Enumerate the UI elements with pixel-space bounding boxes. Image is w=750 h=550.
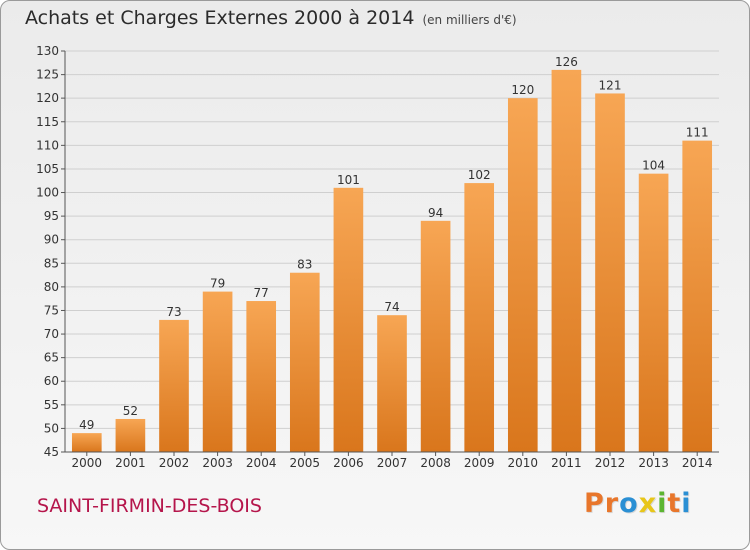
chart-unit: (en milliers d'€)	[422, 13, 517, 27]
bar	[202, 291, 233, 452]
y-tick-label: 90	[44, 233, 59, 247]
data-label: 49	[79, 418, 94, 432]
data-label: 79	[210, 277, 225, 291]
data-label: 74	[384, 300, 399, 314]
bar	[551, 69, 582, 452]
data-label: 83	[297, 258, 312, 272]
y-tick-label: 75	[44, 303, 59, 317]
bar	[595, 93, 625, 452]
y-tick-label: 80	[44, 280, 59, 294]
logo-letter: i	[681, 488, 692, 519]
y-tick-label: 70	[44, 327, 59, 341]
chart-title-text: Achats et Charges Externes 2000 à 2014	[25, 7, 415, 29]
bar	[682, 140, 713, 452]
data-label: 73	[166, 305, 181, 319]
y-tick-label: 95	[44, 209, 59, 223]
y-tick-label: 110	[36, 138, 59, 152]
logo-letter: o	[619, 488, 639, 519]
proxiti-logo[interactable]: Proxiti	[584, 488, 692, 519]
bar	[464, 183, 495, 452]
bar	[289, 272, 320, 452]
x-tick-label: 2004	[246, 456, 277, 470]
data-label: 52	[123, 404, 138, 418]
data-label: 94	[428, 206, 443, 220]
logo-letter: r	[604, 488, 620, 519]
data-label: 102	[468, 168, 491, 182]
chart-title: Achats et Charges Externes 2000 à 2014 (e…	[25, 7, 517, 29]
x-tick-label: 2009	[464, 456, 495, 470]
logo-letter: i	[657, 488, 668, 519]
y-tick-label: 45	[44, 445, 59, 459]
commune-name: SAINT-FIRMIN-DES-BOIS	[37, 495, 262, 517]
logo-letter: t	[667, 488, 682, 519]
logo-letter: x	[638, 488, 658, 519]
y-tick-label: 130	[36, 44, 59, 58]
y-tick-label: 50	[44, 421, 59, 435]
data-label: 104	[642, 159, 665, 173]
bar	[507, 98, 538, 453]
bar	[115, 418, 146, 452]
x-tick-label: 2001	[115, 456, 146, 470]
data-label: 77	[254, 286, 269, 300]
x-tick-label: 2005	[290, 456, 321, 470]
bar	[159, 319, 189, 452]
y-tick-label: 60	[44, 374, 59, 388]
x-tick-label: 2007	[377, 456, 408, 470]
y-tick-label: 85	[44, 256, 59, 270]
x-tick-label: 2008	[420, 456, 451, 470]
y-tick-label: 105	[36, 162, 59, 176]
x-tick-label: 2002	[159, 456, 190, 470]
x-tick-label: 2010	[508, 456, 539, 470]
x-tick-label: 2013	[638, 456, 669, 470]
x-tick-label: 2000	[72, 456, 103, 470]
x-tick-label: 2003	[202, 456, 233, 470]
y-tick-label: 125	[36, 68, 59, 82]
y-tick-label: 55	[44, 398, 59, 412]
x-tick-label: 2012	[595, 456, 626, 470]
x-tick-label: 2014	[682, 456, 713, 470]
bar	[420, 220, 451, 452]
data-label: 111	[686, 126, 709, 140]
data-label: 101	[337, 173, 360, 187]
bar	[71, 433, 102, 452]
logo-letter: P	[584, 488, 605, 519]
data-label: 126	[555, 55, 578, 69]
x-tick-label: 2011	[551, 456, 582, 470]
y-tick-label: 115	[36, 115, 59, 129]
y-tick-label: 100	[36, 186, 59, 200]
bar	[638, 173, 669, 453]
bar	[246, 301, 277, 452]
bar	[333, 187, 364, 452]
bar	[377, 315, 407, 452]
data-label: 120	[511, 83, 534, 97]
x-tick-label: 2006	[333, 456, 364, 470]
y-tick-label: 120	[36, 91, 59, 105]
data-label: 121	[599, 78, 622, 92]
y-tick-label: 65	[44, 351, 59, 365]
